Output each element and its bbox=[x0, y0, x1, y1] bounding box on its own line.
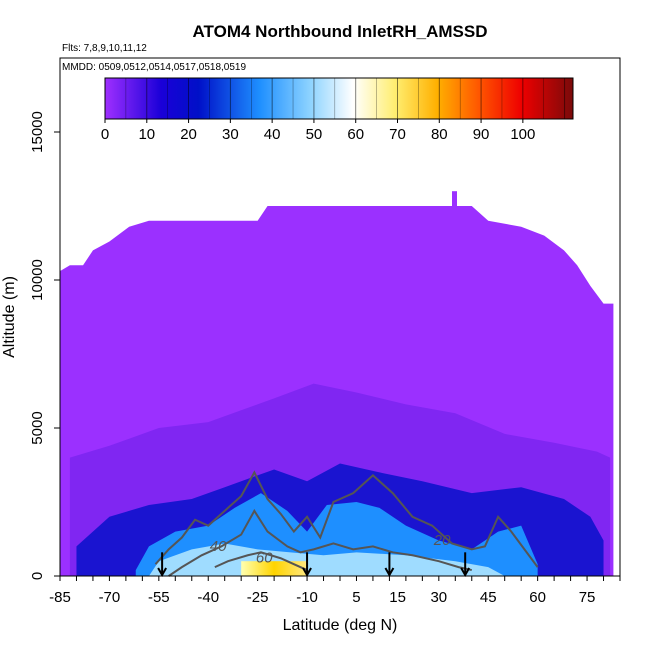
field-bump bbox=[452, 191, 457, 209]
contour-labels: 40 60 20 bbox=[210, 532, 451, 567]
chart-title: ATOM4 Northbound InletRH_AMSSD bbox=[193, 22, 488, 41]
colorbar-tick-label: 90 bbox=[473, 126, 490, 143]
x-tick-label: -55 bbox=[148, 589, 170, 606]
field-hot-core bbox=[241, 561, 308, 576]
arrow bbox=[384, 552, 395, 578]
arrow bbox=[460, 552, 471, 578]
arrow bbox=[157, 552, 167, 578]
dates-note: MMDD: 0509,0512,0514,0517,0518,0519 bbox=[62, 62, 246, 73]
contour-label: 40 bbox=[210, 538, 227, 555]
colorbar-tick-label: 20 bbox=[180, 126, 197, 143]
contour-lines bbox=[154, 470, 539, 577]
x-tick-label: 60 bbox=[529, 589, 546, 606]
contour-label: 20 bbox=[433, 532, 451, 549]
x-tick-label: 5 bbox=[352, 589, 360, 606]
y-tick-label: 0 bbox=[29, 572, 46, 580]
x-tick-label: -85 bbox=[49, 589, 71, 606]
y-axis: 0 5000 10000 15000 bbox=[29, 111, 60, 580]
colorbar-tick-label: 30 bbox=[222, 126, 239, 143]
contour-20 bbox=[154, 470, 539, 568]
x-tick-label: -25 bbox=[247, 589, 269, 606]
colorbar-gradient bbox=[104, 77, 574, 120]
colorbar-tick-label: 40 bbox=[264, 126, 281, 143]
x-tick-label: 75 bbox=[579, 589, 596, 606]
x-tick-label: 30 bbox=[430, 589, 447, 606]
heatmap-field bbox=[60, 191, 614, 576]
y-tick-label: 15000 bbox=[29, 111, 46, 153]
arrow bbox=[302, 552, 312, 578]
colorbar-tick-label: 50 bbox=[306, 126, 323, 143]
colorbar-tick-label: 80 bbox=[431, 126, 448, 143]
colorbar-tick-label: 70 bbox=[389, 126, 406, 143]
colorbar: 0 10 20 30 40 50 60 70 80 90 100 bbox=[101, 77, 574, 143]
colorbar-tick-label: 10 bbox=[138, 126, 155, 143]
x-tick-label: -10 bbox=[296, 589, 318, 606]
x-tick-label: -40 bbox=[197, 589, 219, 606]
x-axis-label: Latitude (deg N) bbox=[283, 617, 398, 634]
y-tick-label: 10000 bbox=[29, 259, 46, 301]
colorbar-tick-label: 100 bbox=[510, 126, 535, 143]
contour-label: 60 bbox=[256, 550, 273, 567]
contour-60 bbox=[214, 551, 308, 571]
x-tick-label: 45 bbox=[480, 589, 497, 606]
x-tick-label: -70 bbox=[99, 589, 121, 606]
field-moist bbox=[148, 543, 505, 576]
contour-40 bbox=[168, 508, 472, 577]
colorbar-tick-label: 60 bbox=[347, 126, 364, 143]
y-axis-label: Altitude (m) bbox=[1, 276, 18, 358]
flight-arrows bbox=[157, 552, 471, 578]
y-tick-label: 5000 bbox=[29, 411, 46, 444]
x-axis: -85 -70 -55 -40 -25 -10 5 15 30 45 60 75 bbox=[49, 576, 621, 606]
flights-note: Flts: 7,8,9,10,11,12 bbox=[62, 43, 147, 54]
colorbar-tick-label: 0 bbox=[101, 126, 109, 143]
x-tick-label: 15 bbox=[389, 589, 406, 606]
